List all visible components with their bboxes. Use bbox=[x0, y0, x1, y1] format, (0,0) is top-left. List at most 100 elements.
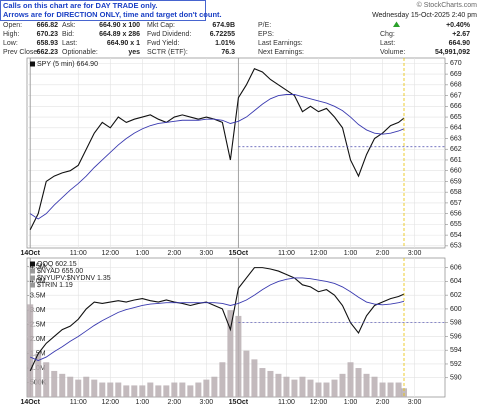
y-tick-label: 654 bbox=[450, 232, 462, 239]
y2-tick-label: 3.5M bbox=[30, 292, 46, 299]
y-tick-label: 660 bbox=[450, 168, 462, 175]
volume-bar bbox=[379, 382, 386, 397]
volume-bar bbox=[155, 385, 162, 397]
quote-label: Last Earnings: bbox=[258, 40, 303, 47]
y-tick-label: 659 bbox=[450, 178, 462, 185]
quote-label: Low: bbox=[3, 40, 18, 47]
quote-label: Bid: bbox=[62, 31, 74, 38]
volume-bar bbox=[43, 362, 50, 397]
y-tick-label: 598 bbox=[450, 320, 462, 327]
quote-label: Last: bbox=[62, 40, 77, 47]
volume-bar bbox=[323, 382, 330, 397]
legend-swatch bbox=[30, 261, 35, 267]
volume-bar bbox=[179, 382, 186, 397]
x-tick-label: 12:00 bbox=[310, 399, 328, 406]
y-tick-label: 665 bbox=[450, 114, 462, 121]
notice-box bbox=[0, 0, 206, 21]
quote-label: SCTR (ETF): bbox=[147, 49, 188, 56]
y-tick-label: 661 bbox=[450, 157, 462, 164]
quote-label: High: bbox=[3, 31, 19, 38]
quote-value: +0.40% bbox=[446, 22, 471, 29]
volume-bar bbox=[251, 359, 258, 397]
quote-value: 658.93 bbox=[37, 40, 59, 47]
y-tick-label: 656 bbox=[450, 210, 462, 217]
volume-bar bbox=[299, 376, 306, 397]
quote-label: Next Earnings: bbox=[258, 49, 304, 56]
volume-bar bbox=[139, 385, 146, 397]
x-tick-label: 3:00 bbox=[200, 250, 214, 257]
quote-label: EPS: bbox=[258, 31, 274, 38]
price-line bbox=[29, 68, 405, 230]
volume-bar bbox=[371, 376, 378, 397]
volume-bar bbox=[331, 379, 338, 397]
price-line bbox=[29, 267, 405, 372]
moving-average bbox=[30, 277, 405, 362]
quote-label: Open: bbox=[3, 22, 22, 29]
legend-entry: SPY (5 min) 664.90 bbox=[37, 61, 98, 68]
quote-value: 674.9B bbox=[212, 22, 235, 29]
y-tick-label: 592 bbox=[450, 361, 462, 368]
x-tick-label: 15Oct bbox=[229, 399, 249, 406]
volume-bar bbox=[107, 382, 114, 397]
y2-tick-label: 2.5M bbox=[30, 321, 46, 328]
volume-bar bbox=[259, 368, 266, 397]
y-tick-label: 663 bbox=[450, 135, 462, 142]
y-tick-label: 667 bbox=[450, 92, 462, 99]
volume-bar bbox=[75, 379, 82, 397]
quote-value: 664.90 x 100 bbox=[99, 22, 140, 29]
volume-bar bbox=[283, 376, 290, 397]
x-tick-label: 12:00 bbox=[102, 399, 120, 406]
volume-bar bbox=[275, 373, 282, 397]
volume-bar bbox=[123, 385, 130, 397]
moving-average bbox=[29, 94, 405, 220]
quote-label: Fwd Yield: bbox=[147, 40, 179, 47]
quote-value: 664.90 x 1 bbox=[107, 40, 140, 47]
plot-area bbox=[26, 57, 446, 249]
legend-entry: $NYUPV:$NYDNV 1.35 bbox=[37, 275, 111, 282]
y-tick-label: 668 bbox=[450, 82, 462, 89]
quote-label: Prev Close: bbox=[3, 49, 39, 56]
y-tick-label: 669 bbox=[450, 71, 462, 78]
volume-bar bbox=[227, 310, 234, 397]
y-tick-label: 657 bbox=[450, 200, 462, 207]
y-tick-label: 655 bbox=[450, 221, 462, 228]
volume-bar bbox=[131, 385, 138, 397]
legend-entry: $TRIN 1.19 bbox=[37, 282, 73, 289]
quote-label: Chg: bbox=[380, 31, 395, 38]
x-tick-label: 15Oct bbox=[229, 250, 249, 257]
volume-bar bbox=[387, 382, 394, 397]
volume-bar bbox=[267, 370, 274, 397]
y-tick-label: 596 bbox=[450, 333, 462, 340]
x-tick-label: 14Oct bbox=[20, 399, 40, 406]
volume-bar bbox=[219, 362, 226, 397]
y2-tick-label: 4.0M bbox=[30, 278, 46, 285]
datetime: Wednesday 15-Oct-2025 2:40 pm bbox=[372, 12, 477, 19]
quote-value: 670.23 bbox=[37, 31, 59, 38]
quote-label: Last: bbox=[380, 40, 395, 47]
volume-bar bbox=[163, 385, 170, 397]
volume-bar bbox=[211, 376, 218, 397]
volume-bar bbox=[91, 379, 98, 397]
quote-value: 76.3 bbox=[221, 49, 235, 56]
volume-bar bbox=[291, 379, 298, 397]
legend-swatch bbox=[30, 268, 35, 274]
x-tick-label: 11:00 bbox=[278, 399, 295, 406]
y-tick-label: 664 bbox=[450, 125, 462, 132]
quote-label: Volume: bbox=[380, 49, 405, 56]
volume-bar bbox=[35, 353, 42, 397]
x-tick-label: 3:00 bbox=[408, 250, 422, 257]
x-tick-label: 3:00 bbox=[408, 399, 422, 406]
volume-bar bbox=[347, 362, 354, 397]
quote-label: P/E: bbox=[258, 22, 271, 29]
notice: Calls on this chart are for DAY TRADE on… bbox=[3, 1, 157, 10]
quote-value: 666.82 bbox=[37, 22, 59, 29]
y-tick-label: 666 bbox=[450, 103, 462, 110]
x-tick-label: 11:00 bbox=[278, 250, 295, 257]
y-tick-label: 670 bbox=[450, 60, 462, 67]
y-tick-label: 594 bbox=[450, 347, 462, 354]
x-tick-label: 1:00 bbox=[135, 250, 149, 257]
quote-value: 1.01% bbox=[215, 40, 236, 47]
source: © StockCharts.com bbox=[417, 1, 478, 9]
